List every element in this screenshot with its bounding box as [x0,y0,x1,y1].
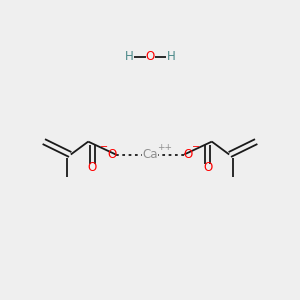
Text: ++: ++ [157,143,172,152]
Text: O: O [203,161,212,174]
Text: O: O [107,148,116,161]
Text: H: H [167,50,176,64]
Text: Ca: Ca [142,148,158,161]
Text: O: O [184,148,193,161]
Text: H: H [124,50,134,64]
Text: −: − [191,142,200,152]
Text: O: O [146,50,154,64]
Text: −: − [100,142,109,152]
Text: O: O [88,161,97,174]
